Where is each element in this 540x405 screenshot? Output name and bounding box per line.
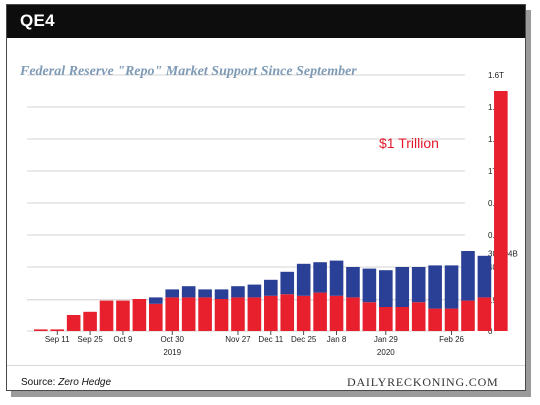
bar-red-segment [231,297,245,331]
bar-blue-segment [247,284,262,298]
brand-label: DAILYRECKONING.COM [347,375,499,389]
bar-blue-segment [362,268,377,303]
bar-blue-segment [214,289,229,299]
bar-red-segment [477,297,492,331]
bar-blue-segment [264,279,278,296]
bar-red-segment [66,315,81,331]
bar-red-segment [444,308,459,331]
bar-blue-segment [379,270,393,307]
bar-red-segment [50,329,65,331]
bar-blue-segment [461,251,475,301]
bar-red-segment [116,300,130,331]
x-tick-label: Dec 25 [291,335,317,344]
y-tick-label: 1.6T [488,71,504,80]
bar-red-segment [149,303,163,331]
bar-red-segment [214,299,229,331]
x-tick-label: Oct 9 [113,335,133,344]
bar-red-segment [411,302,426,331]
banner-title: QE4 [20,11,55,30]
bar-red-segment [329,295,344,331]
bar-red-segment [198,297,212,331]
x-tick-label: Jan 8 [327,335,347,344]
source-name: Zero Hedge [58,377,112,388]
bar-red-segment [247,297,262,331]
bar-red-segment [264,295,278,331]
source-credit: Source: Zero Hedge [21,377,111,388]
bar-blue-segment [198,289,212,298]
x-tick-label: Oct 30 [160,335,184,344]
bar-red-segment [83,311,97,331]
bar-red-segment [165,297,180,331]
bar-blue-segment [411,267,426,303]
bar-blue-segment [280,271,295,295]
y-tick-label: 0 [488,327,493,336]
bar-red-segment [99,300,114,331]
y-tick-label: 1T [488,167,497,176]
bar-red-segment [296,295,311,331]
bar-blue-segment [149,297,163,304]
bar-blue-segment [346,267,360,298]
bar-blue-segment [329,260,344,296]
x-tick-label: Sep 25 [77,335,103,344]
footer [7,365,525,390]
header-banner: QE4 [7,5,525,38]
annotation-label: $1 Trillion [379,135,439,151]
bar-red-segment [395,307,410,331]
bar-blue-segment [165,289,180,298]
chart-card: QE4 1.6T1.4T1.2T1T0.8T0.6T400B195B0303.0… [6,4,526,391]
bar-blue-segment [296,263,311,296]
bar-red-segment [461,300,475,331]
bar-red-segment [34,329,48,331]
chart-title: Federal Reserve "Repo" Market Support Si… [20,64,357,79]
x-tick-label: Dec 11 [258,335,283,344]
bar-blue-segment [477,255,492,298]
bar-red-segment [428,308,442,331]
year-label: 2019 [163,348,181,357]
x-tick-label: Feb 26 [439,335,464,344]
bar-blue-segment [395,267,410,307]
year-label: 2020 [377,348,395,357]
bar-red-segment [379,307,393,331]
bar-red-segment [362,302,377,331]
bar-red-segment [494,91,508,331]
bar-blue-segment [231,286,245,298]
bar-blue-segment [313,262,327,293]
x-tick-label: Sep 11 [45,335,70,344]
bar-blue-segment [444,265,459,309]
x-tick-label: Jan 29 [374,335,399,344]
source-prefix: Source: [21,377,59,388]
bar-red-segment [346,297,360,331]
x-tick-label: Nov 27 [225,335,251,344]
repo-chart: 1.6T1.4T1.2T1T0.8T0.6T400B195B0303.04BSe… [27,71,518,357]
bar-blue-segment [181,286,196,298]
bar-red-segment [181,297,196,331]
bar-red-segment [280,294,295,331]
bar-red-segment [132,299,147,331]
bar-red-segment [313,292,327,331]
bar-blue-segment [428,265,442,309]
